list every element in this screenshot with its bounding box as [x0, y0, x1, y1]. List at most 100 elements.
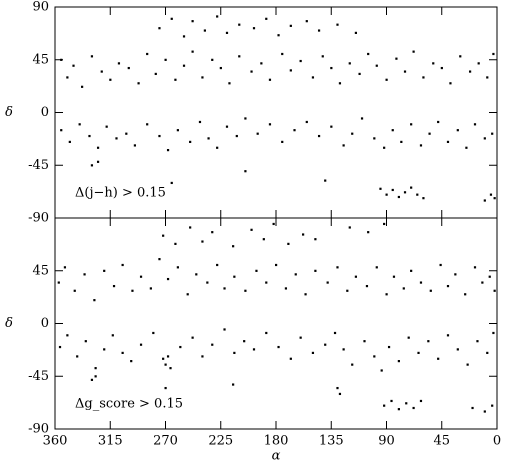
point	[179, 345, 182, 349]
point	[235, 134, 238, 138]
point	[170, 17, 173, 20]
point	[383, 222, 386, 226]
point	[311, 76, 315, 79]
point	[397, 360, 400, 363]
point	[94, 367, 97, 370]
point	[311, 351, 315, 355]
point	[454, 273, 457, 276]
point	[158, 27, 161, 30]
point	[265, 17, 268, 20]
point	[405, 402, 408, 405]
point	[66, 334, 69, 337]
point	[476, 340, 479, 343]
point	[489, 193, 493, 196]
point	[333, 331, 337, 335]
point	[465, 146, 468, 149]
point	[117, 62, 121, 65]
point	[189, 140, 192, 144]
point	[191, 20, 194, 23]
point	[58, 345, 62, 349]
point	[314, 269, 317, 272]
point	[225, 125, 229, 128]
point	[250, 70, 253, 73]
point	[262, 238, 265, 241]
point	[419, 144, 423, 147]
point	[397, 408, 400, 411]
point	[260, 62, 263, 65]
point	[402, 287, 405, 290]
point	[90, 55, 94, 58]
point	[373, 355, 376, 358]
point	[166, 277, 170, 281]
point	[191, 50, 194, 53]
point	[412, 406, 415, 410]
point	[211, 343, 214, 346]
point	[268, 78, 272, 81]
point	[166, 149, 170, 152]
point	[299, 336, 302, 339]
point	[281, 52, 284, 56]
point	[365, 284, 369, 288]
point	[446, 140, 450, 144]
y-axis-label: δ	[5, 316, 13, 331]
point	[336, 386, 339, 390]
point	[456, 348, 459, 351]
point	[380, 369, 383, 372]
x-tick-label: 315	[98, 434, 123, 449]
point	[244, 170, 247, 173]
point	[233, 275, 236, 278]
point	[317, 29, 321, 32]
point	[483, 137, 486, 140]
point	[252, 27, 256, 30]
y-tick-label: -45	[28, 369, 49, 384]
point	[395, 57, 398, 60]
point	[195, 273, 198, 276]
point	[422, 76, 425, 79]
point	[342, 348, 345, 351]
point	[493, 197, 496, 200]
point	[304, 293, 307, 296]
point	[244, 117, 247, 120]
point	[383, 146, 386, 149]
point	[346, 289, 349, 292]
point	[483, 199, 486, 202]
point	[103, 348, 106, 351]
point	[468, 70, 472, 73]
point	[201, 76, 204, 79]
y-tick-label: -90	[28, 422, 49, 437]
point	[238, 23, 241, 26]
point	[158, 258, 161, 261]
point	[437, 357, 440, 360]
point	[440, 66, 443, 70]
point	[302, 233, 305, 236]
point	[459, 55, 462, 58]
point	[275, 263, 278, 267]
point	[238, 55, 241, 58]
point	[125, 132, 128, 135]
point	[351, 132, 354, 135]
point	[330, 66, 333, 70]
point	[363, 340, 366, 343]
point	[250, 228, 253, 231]
point	[294, 273, 297, 276]
point	[358, 72, 361, 76]
x-tick-label: 360	[43, 434, 68, 449]
point	[105, 125, 108, 128]
point	[348, 62, 351, 65]
point	[96, 160, 100, 163]
point	[449, 82, 452, 85]
point	[109, 78, 112, 81]
point	[225, 31, 229, 34]
point	[154, 72, 157, 76]
point	[78, 123, 81, 126]
point	[170, 181, 173, 185]
point	[223, 287, 226, 290]
point	[397, 195, 400, 199]
point	[203, 29, 206, 32]
point	[81, 85, 84, 88]
point	[206, 281, 209, 284]
point	[491, 404, 494, 407]
point	[324, 179, 327, 182]
point	[305, 20, 308, 23]
point	[277, 345, 280, 349]
